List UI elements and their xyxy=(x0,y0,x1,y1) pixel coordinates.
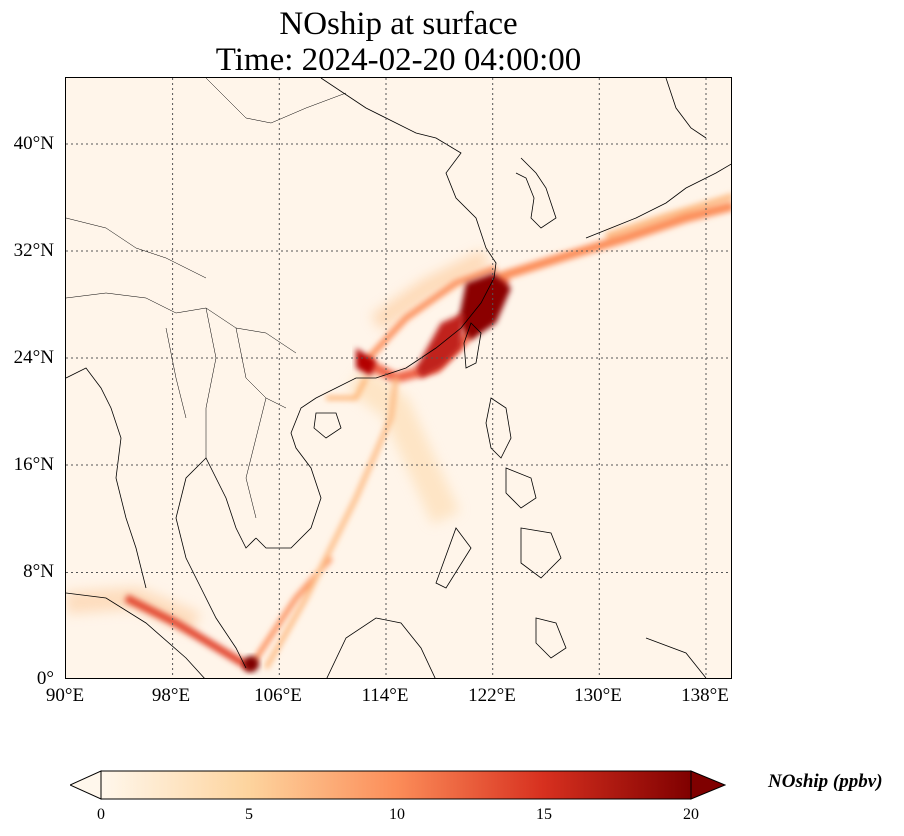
plume-yangtze-inland xyxy=(370,249,491,331)
lane-malacca xyxy=(124,594,254,672)
coastline-indochina xyxy=(175,457,257,669)
x-tick-label: 138°E xyxy=(681,685,729,706)
lane-japan xyxy=(494,201,731,283)
lane-gulf-tonkin xyxy=(326,377,368,400)
coastline-japan xyxy=(585,163,731,239)
x-tick-label: 130°E xyxy=(574,685,622,706)
map-title: NOship at surface xyxy=(279,6,518,42)
coastline-philippines-mindanao xyxy=(520,527,562,579)
hotspot-taiwan-strait xyxy=(416,313,464,378)
coastline-new-guinea xyxy=(645,637,707,678)
colorbar xyxy=(70,770,726,800)
coastline-japan-north xyxy=(665,78,707,139)
graticule xyxy=(66,78,731,678)
coastline-sulawesi xyxy=(535,617,567,659)
coastline-taiwan xyxy=(463,322,482,369)
coastline-palawan xyxy=(435,527,472,589)
coastline-korea xyxy=(515,157,557,229)
map-time-subtitle: Time: 2024-02-20 04:00:00 xyxy=(215,42,582,78)
hotspot-pearl-river xyxy=(356,348,376,376)
hotspot-yangtze-delta xyxy=(458,273,511,340)
colorbar-tick-label: 5 xyxy=(245,806,253,823)
y-tick-label: 24°N xyxy=(13,347,54,368)
coastline-philippines-luzon xyxy=(485,397,512,459)
colorbar-tick-label: 15 xyxy=(536,806,552,823)
y-tick-label: 32°N xyxy=(13,240,54,261)
y-tick-label: 40°N xyxy=(13,133,54,154)
coastline-borneo xyxy=(326,617,436,678)
coastline-philippines-visayas xyxy=(505,467,537,509)
x-tick-label: 114°E xyxy=(361,685,409,706)
plume-south-china-sea-wide xyxy=(347,366,460,525)
x-tick-label: 106°E xyxy=(254,685,302,706)
map-panel xyxy=(65,77,732,679)
y-tick-label: 8°N xyxy=(23,561,54,582)
colorbar-tick-label: 20 xyxy=(683,806,699,823)
coastline-hainan xyxy=(313,412,342,439)
coastline-sumatra xyxy=(66,592,205,678)
colorbar-label: NOship (ppbv) xyxy=(768,771,883,792)
colorbar-max-extension xyxy=(690,770,726,800)
colorbar-tick-label: 0 xyxy=(97,806,105,823)
country-borders xyxy=(66,78,347,519)
hotspot-singapore xyxy=(243,656,259,672)
lane-japan-east xyxy=(605,193,731,239)
colorbar-gradient xyxy=(100,770,692,800)
plume-bay-of-bengal xyxy=(66,586,201,634)
map-canvas xyxy=(66,78,731,678)
lane-south-china-sea xyxy=(263,377,399,670)
y-tick-label: 0° xyxy=(36,668,54,689)
y-tick-label: 16°N xyxy=(13,454,54,475)
noship-field xyxy=(66,193,731,672)
x-tick-label: 98°E xyxy=(151,685,191,706)
colorbar-tick-label: 10 xyxy=(389,806,405,823)
colorbar-min-extension xyxy=(70,770,102,800)
x-tick-label: 90°E xyxy=(45,685,85,706)
coastline-bay-of-bengal xyxy=(66,367,147,589)
x-tick-label: 122°E xyxy=(468,685,516,706)
